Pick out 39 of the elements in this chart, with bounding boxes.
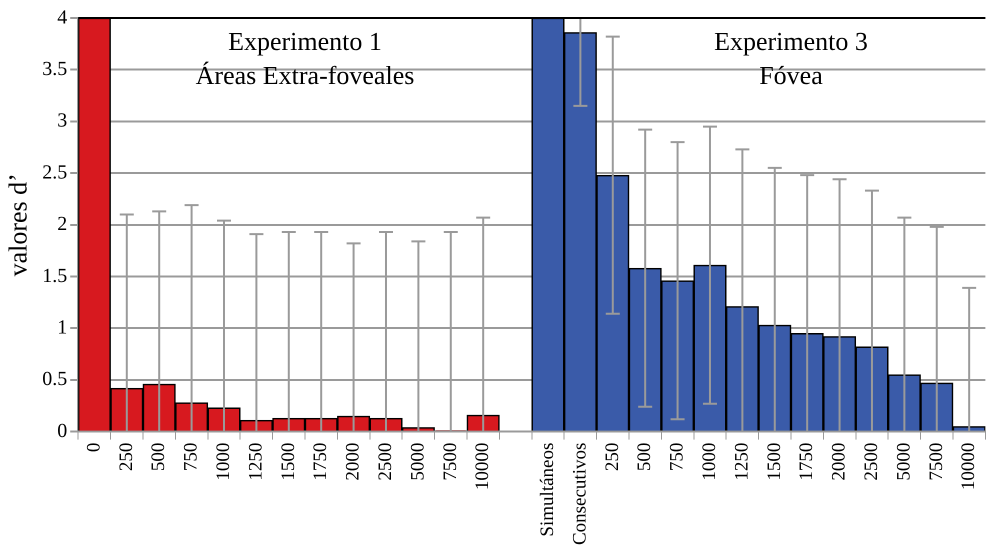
x-tick-label: 1250 [245, 442, 266, 481]
x-tick-label: 250 [602, 442, 623, 472]
x-tick-label: 250 [116, 442, 137, 472]
x-tick-label: Consecutivos [569, 442, 590, 546]
y-tick-label: 1.5 [42, 264, 68, 287]
x-tick-label: 1750 [310, 442, 332, 481]
y-tick-label: 0 [57, 420, 68, 442]
y-tick-label: 2 [57, 213, 68, 236]
x-tick-label: 1500 [764, 442, 785, 481]
y-tick-label: 3.5 [42, 58, 68, 80]
x-tick-label: 1000 [698, 442, 720, 481]
x-tick-label: 2500 [374, 442, 396, 481]
x-tick-label: 1000 [212, 442, 234, 481]
y-axis-title: valores d’ [3, 173, 32, 276]
x-tick-label: 2500 [860, 442, 882, 481]
annotation: Experimento 1 Áreas Extra-foveales [196, 26, 414, 90]
x-tick-label: 2000 [342, 442, 364, 481]
x-tick-label: 1250 [731, 442, 752, 481]
x-tick-label: Simultáneos [536, 442, 558, 537]
x-tick-label: 7500 [926, 442, 947, 481]
x-tick-label: 2000 [828, 442, 850, 481]
x-tick-label: 1750 [796, 442, 818, 481]
x-tick-label: 7500 [440, 442, 461, 481]
x-tick-label: 750 [666, 442, 688, 472]
x-tick-label: 1500 [278, 442, 299, 481]
x-tick-label: 5000 [893, 442, 914, 481]
x-tick-label: 10000 [472, 442, 494, 490]
x-tick-label: 10000 [958, 442, 980, 490]
x-tick-label: 500 [634, 442, 656, 472]
y-tick-label: 0.5 [42, 368, 68, 390]
x-tick-label: 750 [180, 442, 202, 472]
y-tick-label: 3 [57, 110, 68, 132]
x-tick-label: 5000 [407, 442, 428, 481]
y-tick-label: 1 [57, 316, 68, 338]
annotation: Experimento 3 Fóvea [714, 26, 868, 90]
x-tick-label: 500 [148, 442, 170, 472]
x-tick-label: 0 [83, 442, 104, 452]
y-tick-label: 2.5 [42, 161, 68, 184]
y-tick-label: 4 [57, 6, 68, 28]
